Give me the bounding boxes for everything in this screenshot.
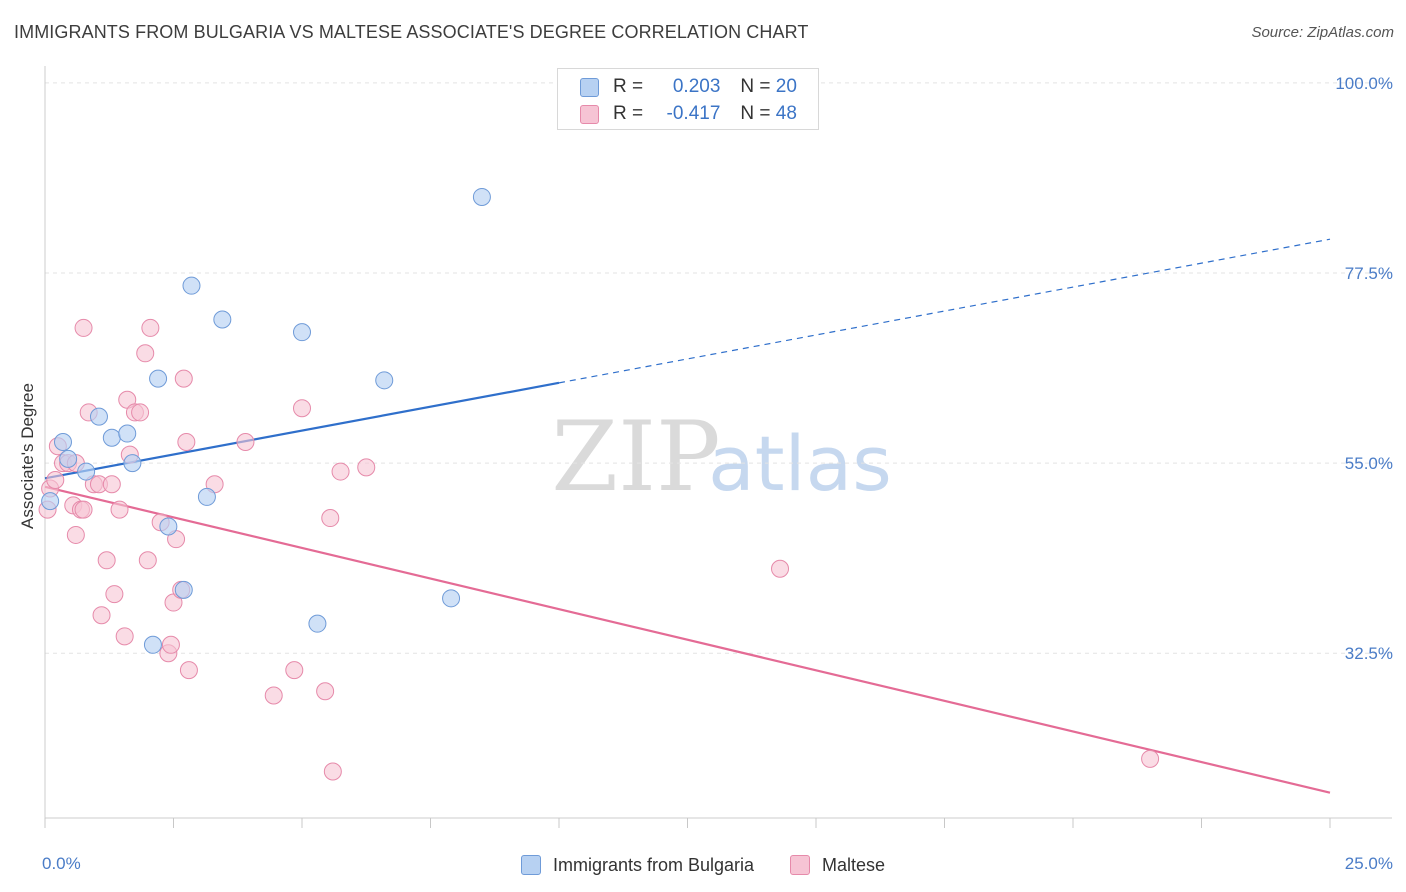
bulgaria-point: [123, 454, 142, 473]
source-credit: Source: ZipAtlas.com: [1251, 24, 1394, 41]
y-tick-label: 32.5%: [1345, 644, 1393, 663]
r-label: R =: [613, 103, 644, 124]
maltese-point: [66, 525, 85, 544]
maltese-point: [771, 559, 790, 578]
y-tick-label: 55.0%: [1345, 454, 1393, 473]
data-points: [38, 187, 1160, 781]
maltese-point: [138, 551, 157, 570]
trend-line-maltese: [44, 485, 1331, 794]
maltese-point: [136, 344, 155, 363]
bulgaria-point: [197, 487, 216, 506]
n-value: 48: [775, 103, 797, 124]
maltese-point: [115, 627, 134, 646]
x-tick-label: 0.0%: [42, 854, 81, 873]
watermark-zip: ZIP: [551, 401, 720, 513]
maltese-point: [141, 318, 160, 337]
tick-labels: 100.0% 77.5% 55.0% 32.5% 0.0% 25.0%: [42, 74, 1393, 873]
series-legend: Immigrants from Bulgaria Maltese: [0, 852, 1406, 878]
maltese-point: [174, 369, 193, 388]
n-label: N =: [740, 103, 771, 124]
bulgaria-point: [41, 492, 60, 511]
bulgaria-swatch: [520, 855, 541, 875]
bulgaria-point: [53, 433, 72, 451]
bulgaria-point: [182, 276, 201, 295]
maltese-point: [357, 458, 376, 477]
chart-title: IMMIGRANTS FROM BULGARIA VS MALTESE ASSO…: [14, 22, 809, 42]
maltese-point: [110, 500, 129, 519]
maltese-point: [46, 471, 65, 490]
maltese-point: [321, 509, 340, 528]
stats-legend: R = 0.203 N = 20 R = -0.417 N = 48: [557, 68, 819, 130]
bulgaria-point: [308, 614, 327, 633]
r-value: 0.203: [672, 76, 721, 97]
maltese-point: [92, 606, 111, 625]
grid-lines: [45, 82, 1392, 654]
maltese-point: [293, 399, 311, 418]
maltese-point: [105, 585, 124, 604]
watermark: ZIP atlas: [551, 401, 891, 513]
legend-label-bulgaria: Immigrants from Bulgaria: [552, 854, 755, 875]
r-value: -0.417: [666, 103, 721, 124]
maltese-point: [323, 762, 342, 781]
bulgaria-point: [174, 580, 193, 599]
maltese-point: [236, 433, 255, 451]
y-axis-label: Associate's Degree: [18, 383, 37, 529]
maltese-point: [177, 433, 196, 451]
bulgaria-point: [89, 407, 108, 426]
maltese-point: [161, 635, 180, 654]
bulgaria-point: [77, 462, 96, 481]
maltese-point: [331, 462, 350, 481]
bulgaria-point: [159, 517, 178, 536]
stats-row-bulgaria: R = 0.203 N = 20: [580, 75, 797, 99]
bulgaria-point: [149, 369, 168, 388]
legend-item-maltese: Maltese: [790, 855, 885, 876]
maltese-swatch: [790, 855, 811, 875]
bulgaria-point: [472, 187, 491, 206]
legend-label-maltese: Maltese: [822, 854, 886, 875]
trend-line-bulgaria-extension: [558, 238, 1331, 384]
y-tick-label: 100.0%: [1335, 74, 1393, 93]
bulgaria-point: [118, 424, 137, 443]
bulgaria-point: [442, 589, 461, 608]
legend-item-bulgaria: Immigrants from Bulgaria: [520, 854, 755, 876]
bulgaria-swatch: [580, 77, 599, 97]
maltese-point: [74, 318, 93, 337]
trend-lines: [44, 238, 1331, 794]
n-label: N =: [740, 76, 771, 97]
axes: [44, 66, 1392, 828]
maltese-point: [179, 661, 198, 680]
maltese-swatch: [580, 104, 599, 124]
x-tick-label: 25.0%: [1345, 854, 1393, 873]
maltese-point: [131, 403, 150, 422]
bulgaria-point: [102, 428, 121, 447]
maltese-point: [264, 686, 283, 705]
maltese-point: [102, 475, 121, 494]
y-tick-label: 77.5%: [1345, 264, 1393, 283]
bulgaria-point: [375, 371, 394, 390]
r-label: R =: [613, 76, 644, 97]
maltese-point: [285, 661, 304, 680]
stats-row-maltese: R = -0.417 N = 48: [580, 102, 797, 126]
bulgaria-point: [59, 449, 78, 468]
bulgaria-point: [143, 635, 162, 654]
maltese-point: [97, 551, 116, 570]
n-value: 20: [775, 76, 797, 97]
bulgaria-point: [293, 323, 311, 342]
maltese-point: [1141, 749, 1160, 768]
bulgaria-point: [213, 310, 232, 329]
maltese-point: [316, 682, 335, 701]
maltese-point: [74, 500, 93, 519]
